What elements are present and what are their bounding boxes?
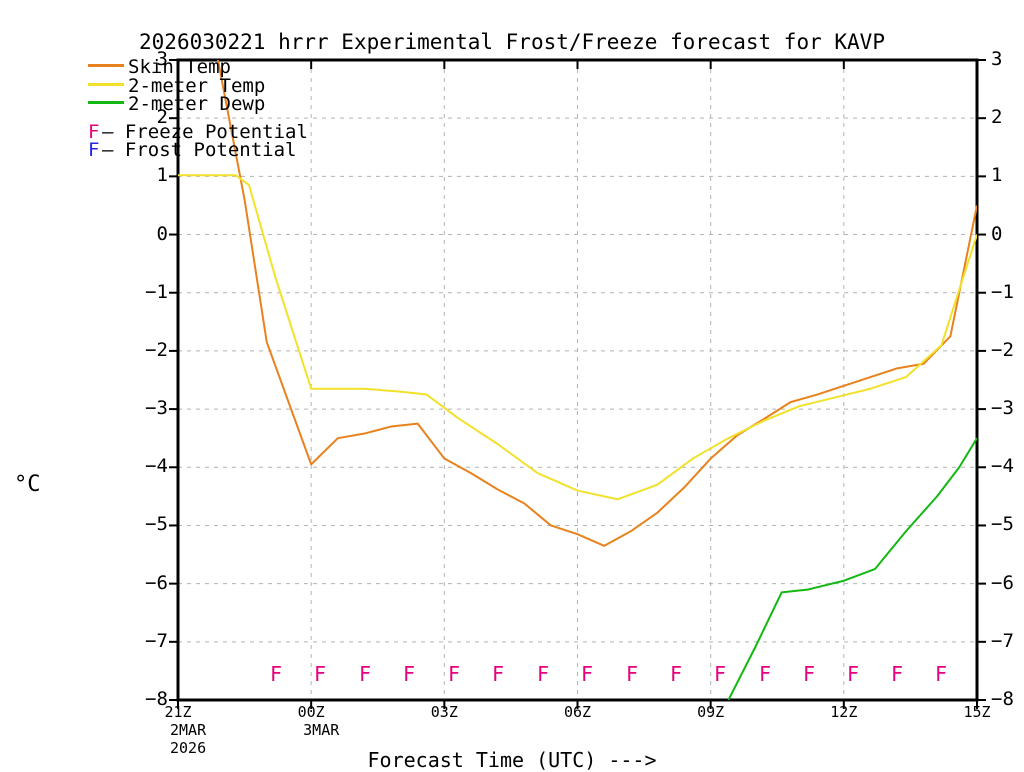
x-tick-date-label: 2026 <box>170 739 207 757</box>
plot-frame <box>176 58 979 702</box>
legend-label-skin-temp: Skin Temp <box>128 56 231 79</box>
series-line-2-meter-temp <box>178 174 977 501</box>
page-title: 2026030221 hrrr Experimental Frost/Freez… <box>139 30 885 54</box>
series-line-2-meter-dewp <box>727 437 977 700</box>
y-tick-label-right: −8 <box>991 688 1014 710</box>
x-tick-label: 09Z <box>697 703 725 721</box>
legend-swatch-2m-temp <box>88 82 124 86</box>
x-tick-label: 00Z <box>297 703 325 721</box>
frost-flag-glyph: F <box>88 139 100 161</box>
legend-swatch-2m-dewp <box>88 101 124 104</box>
y-tick-label-left: 2 <box>156 106 168 129</box>
legend-label-frost-potential: — Frost Potential <box>102 139 297 162</box>
freeze-potential-marker: F <box>492 662 505 686</box>
legend-item-2m-dewp: 2-meter Dewp <box>88 95 308 114</box>
y-tick-label-right: −6 <box>991 571 1014 594</box>
x-tick-label: 21Z <box>164 703 192 721</box>
x-tick-label: 12Z <box>830 703 858 721</box>
y-tick-label-right: 1 <box>991 164 1003 187</box>
x-tick-label: 15Z <box>963 703 991 721</box>
y-tick-label-left: −6 <box>145 571 168 594</box>
y-tick-label-left: −1 <box>145 280 168 303</box>
legend-label-freeze-potential: — Freeze Potential <box>102 120 308 143</box>
legend-item-frost-potential: F — Frost Potential <box>88 141 308 160</box>
y-tick-label-right: 3 <box>991 48 1003 70</box>
y-tick-label-left: −3 <box>145 397 168 420</box>
freeze-potential-marker: F <box>359 662 372 686</box>
legend-label-2m-dewp: 2-meter Dewp <box>128 93 266 116</box>
freeze-potential-marker: F <box>537 662 550 686</box>
series-line-skin-temp <box>216 60 977 547</box>
legend-item-2m-temp: 2-meter Temp <box>88 74 308 97</box>
freeze-potential-marker: F <box>626 662 639 686</box>
freeze-potential-marker: F <box>714 662 727 686</box>
freeze-potential-marker: F <box>803 662 816 686</box>
freeze-potential-marker: F <box>403 662 416 686</box>
y-tick-label-right: −7 <box>991 629 1014 652</box>
y-tick-label-right: −4 <box>991 455 1014 478</box>
x-tick-label: 03Z <box>430 703 458 721</box>
y-tick-label-left: −5 <box>145 513 168 536</box>
freeze-potential-marker: F <box>448 662 461 686</box>
freeze-flag-glyph: F <box>88 120 100 143</box>
gridlines <box>178 60 977 700</box>
y-tick-label-right: −5 <box>991 513 1014 536</box>
y-tick-label-right: −1 <box>991 280 1014 303</box>
y-tick-label-left: 0 <box>156 222 168 245</box>
freeze-potential-marker: F <box>759 662 772 686</box>
legend-item-freeze-potential: F — Freeze Potential <box>88 120 308 143</box>
x-tick-date-label: 3MAR <box>303 721 340 739</box>
y-tick-label-right: −2 <box>991 338 1014 361</box>
y-tick-label-left: 1 <box>156 164 168 187</box>
freeze-potential-marker: F <box>670 662 683 686</box>
y-tick-label-right: 0 <box>991 222 1003 245</box>
x-tick-date-label: 2MAR <box>170 721 207 739</box>
freeze-potential-marker: F <box>891 662 904 686</box>
freeze-potential-marker: F <box>847 662 860 686</box>
y-tick-label-left: −7 <box>145 629 168 652</box>
freeze-potential-marker: F <box>581 662 594 686</box>
y-tick-label-right: −3 <box>991 397 1014 420</box>
y-tick-label-left: −2 <box>145 338 168 361</box>
legend-label-2m-temp: 2-meter Temp <box>128 74 266 97</box>
freeze-potential-marker: F <box>935 662 948 686</box>
x-tick-label: 06Z <box>563 703 592 721</box>
y-tick-label-left: −8 <box>145 688 168 710</box>
freeze-potential-marker: F <box>314 662 327 686</box>
y-tick-label-left: −4 <box>145 455 168 478</box>
freeze-potential-marker: F <box>270 662 283 686</box>
y-tick-label-left: 3 <box>156 48 168 70</box>
y-tick-label-right: 2 <box>991 106 1003 129</box>
chart-legend: Skin Temp 2-meter Temp 2-meter Dewp F — F… <box>88 58 308 160</box>
legend-swatch-skin-temp <box>88 64 124 67</box>
y-axis-label: °C <box>14 472 41 497</box>
legend-item-skin-temp: Skin Temp <box>88 58 308 77</box>
data-series <box>178 60 977 700</box>
